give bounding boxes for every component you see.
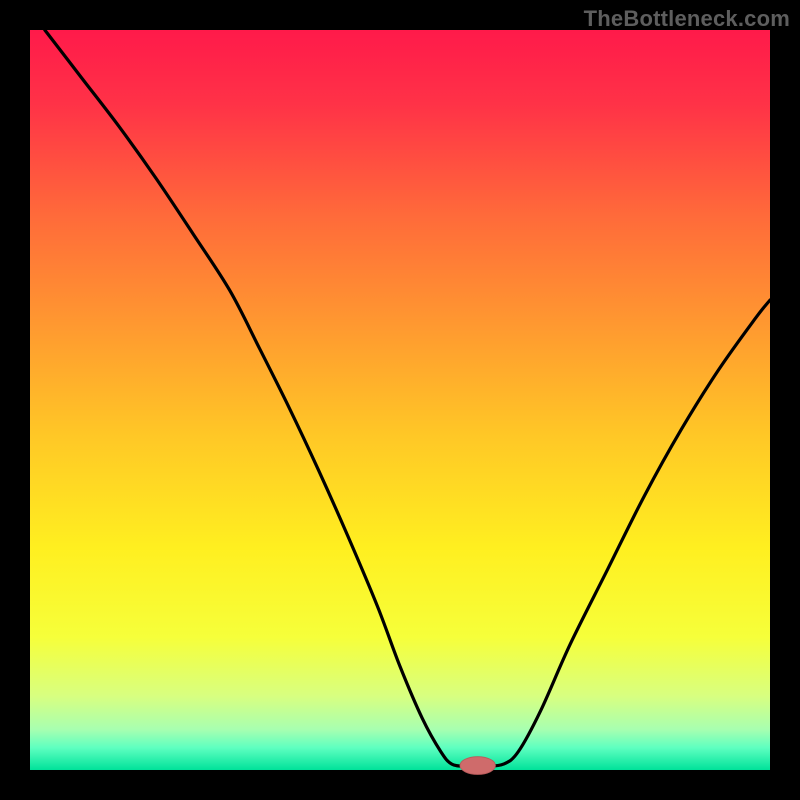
bottleneck-chart [0,0,800,800]
watermark-text: TheBottleneck.com [584,6,790,32]
optimal-marker [460,757,496,775]
chart-container: { "meta": { "watermark_text": "TheBottle… [0,0,800,800]
plot-background [30,30,770,770]
